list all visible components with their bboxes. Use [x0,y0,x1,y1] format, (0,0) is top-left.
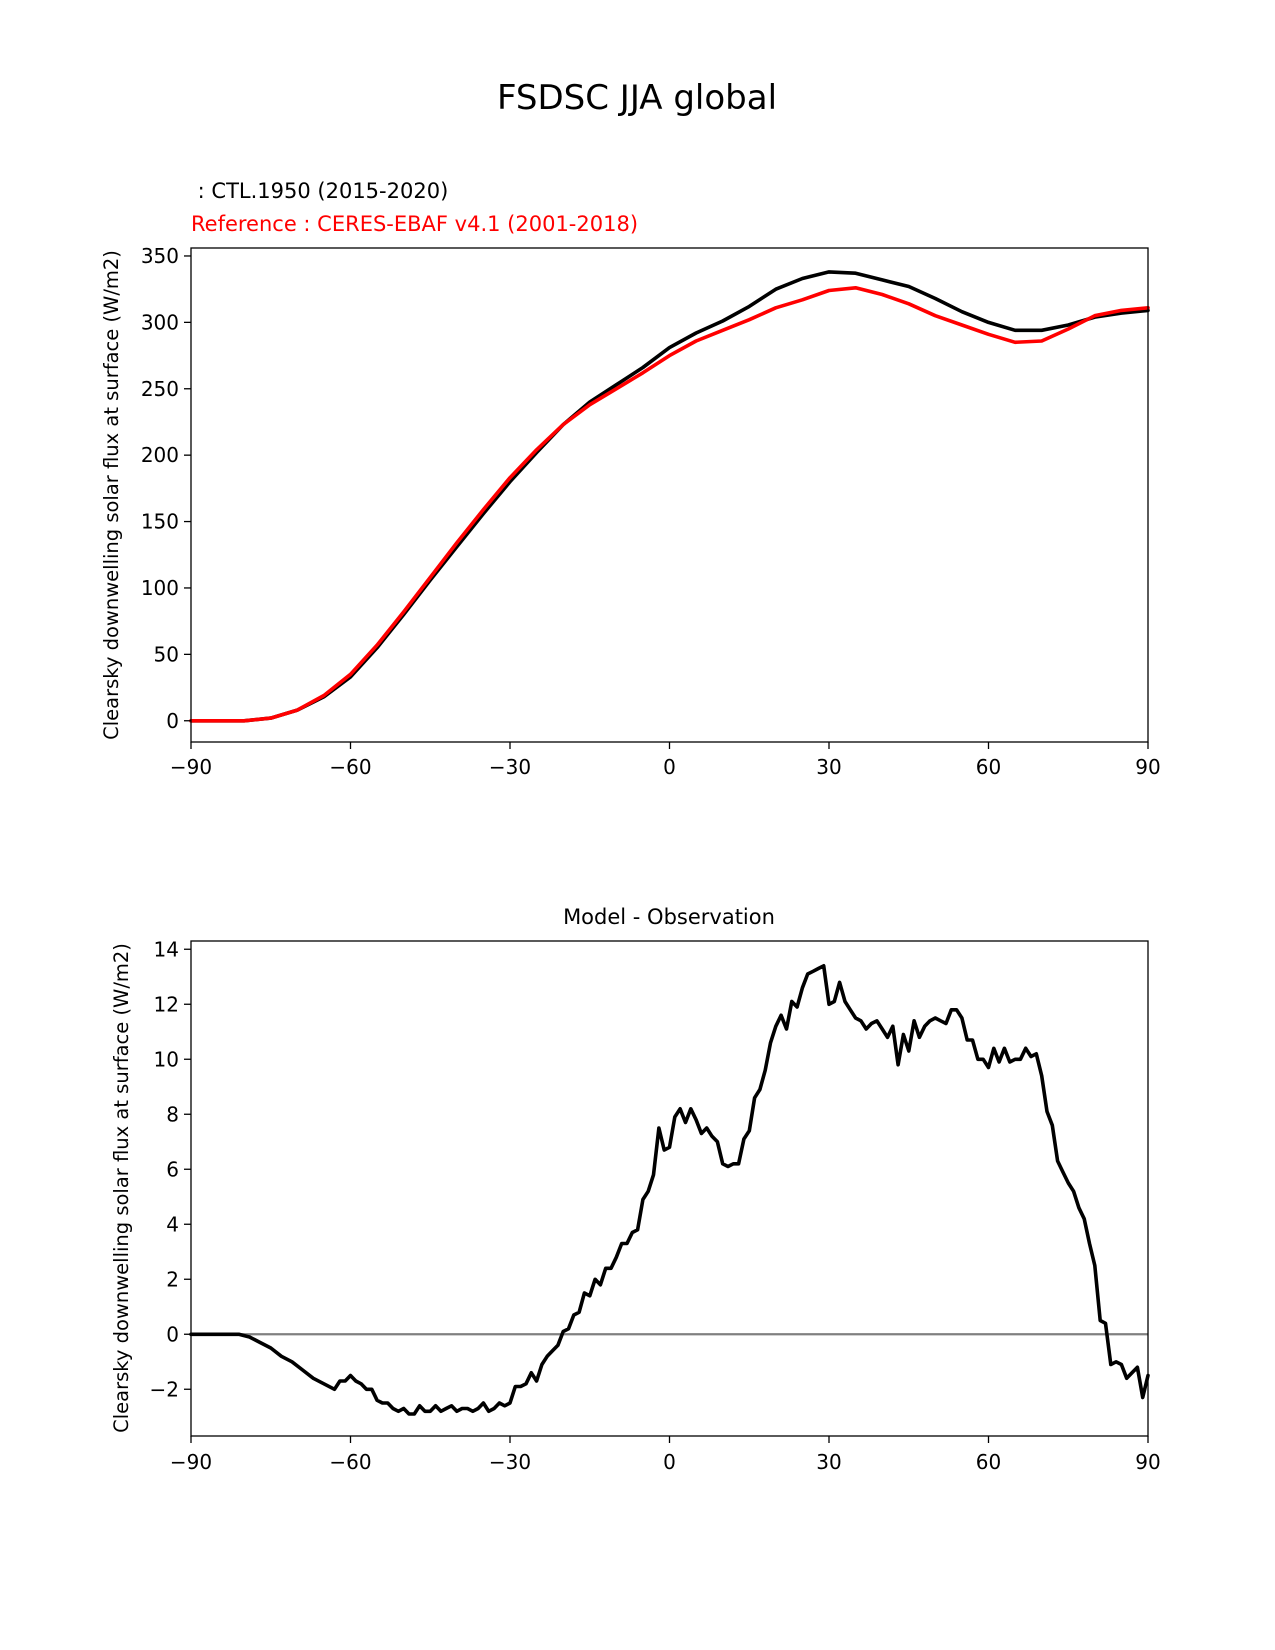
x-tick-label: 60 [976,755,1001,779]
y-tick-label: 8 [166,1102,179,1126]
y-tick-label: 10 [154,1047,179,1071]
x-tick-label: 0 [663,755,676,779]
x-tick-label: 90 [1135,755,1160,779]
x-tick-label: 60 [976,1450,1001,1474]
y-tick-label: 300 [141,310,179,334]
bottom-panel: Model - Observation −90 −60 −30 0 30 60 90 −2 0 2… [110,905,1161,1474]
y-tick-label: 12 [154,992,179,1016]
y-axis-label: Clearsky downwelling solar flux at surfa… [110,943,133,1433]
x-tick-label: −90 [170,1450,212,1474]
x-tick-label: 0 [663,1450,676,1474]
top-panel: : CTL.1950 (2015-2020) Reference : CERES… [100,179,1161,779]
y-tick-label: 150 [141,510,179,534]
y-tick-label: 4 [166,1212,179,1236]
y-tick-label: 200 [141,443,179,467]
axes-frame [190,247,1149,743]
y-tick-label: 100 [141,576,179,600]
x-tick-label: 30 [816,1450,841,1474]
x-tick-label: −90 [170,755,212,779]
x-tick-label: 90 [1135,1450,1160,1474]
test-legend-label: : CTL.1950 (2015-2020) [191,179,448,203]
x-tick-label: −60 [329,755,371,779]
y-tick-label: 14 [154,937,179,961]
y-tick-label: 250 [141,377,179,401]
y-tick-label: 0 [166,1322,179,1346]
y-tick-label: −2 [150,1377,179,1401]
y-tick-label: 50 [154,642,179,666]
x-tick-label: −30 [489,755,531,779]
x-tick-label: −60 [329,1450,371,1474]
x-tick-label: −30 [489,1450,531,1474]
y-tick-label: 2 [166,1267,179,1291]
y-tick-label: 0 [166,709,179,733]
reference-legend-label: Reference : CERES-EBAF v4.1 (2001-2018) [191,212,638,236]
y-tick-label: 6 [166,1157,179,1181]
figure-title: FSDSC JJA global [497,78,777,118]
y-axis-label: Clearsky downwelling solar flux at surfa… [100,250,123,740]
x-tick-label: 30 [816,755,841,779]
axes-frame [190,940,1149,1437]
y-tick-label: 350 [141,244,179,268]
series-line-0 [189,270,1150,723]
bottom-panel-title: Model - Observation [563,905,775,929]
series-line-0 [189,963,1150,1416]
series-line-1 [189,285,1150,723]
